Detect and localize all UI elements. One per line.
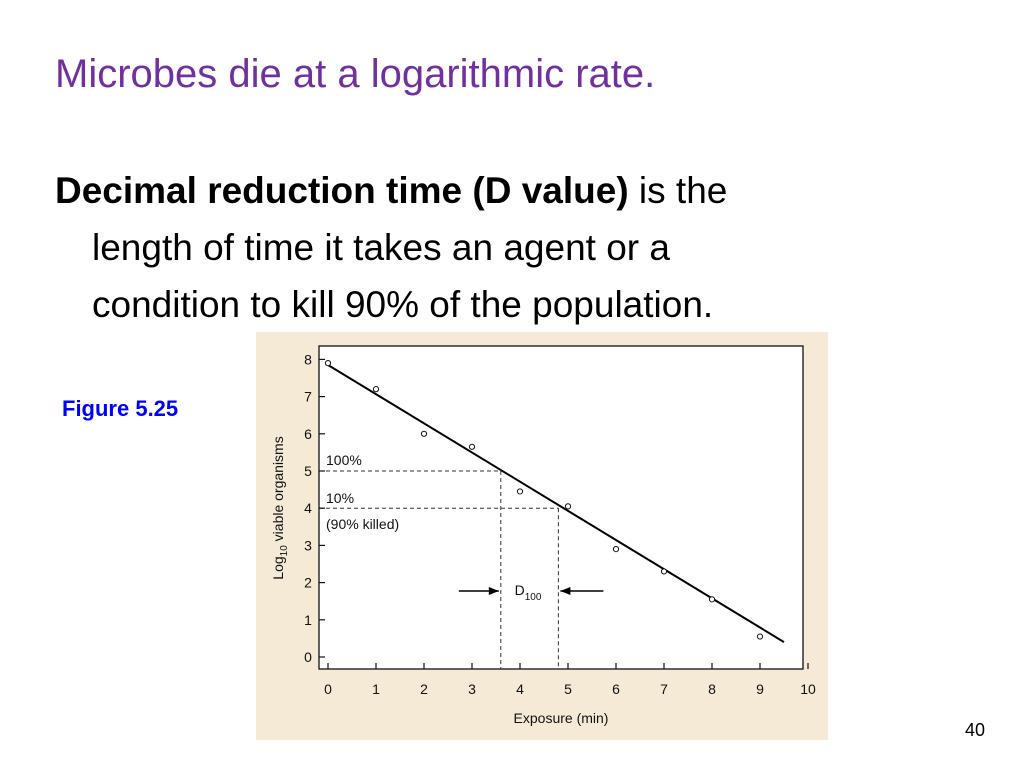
- x-tick-label: 2: [420, 681, 428, 697]
- d-value-label: D100: [515, 582, 542, 603]
- body-line-3: condition to kill 90% of the population.: [92, 284, 714, 325]
- y-tick-label: 7: [304, 389, 312, 405]
- data-point: [660, 568, 668, 575]
- body-line-1-rest: is the: [628, 170, 728, 211]
- label-90-killed: (90% killed): [326, 516, 399, 532]
- y-tick-label: 2: [304, 575, 312, 591]
- label-10-percent: 10%: [326, 490, 354, 506]
- y-tick-label: 0: [304, 649, 312, 665]
- y-axis-title: Log10 viable organisms: [270, 436, 290, 579]
- data-point: [516, 488, 524, 495]
- data-point: [372, 386, 380, 393]
- y-tick-label: 8: [304, 351, 312, 367]
- data-point: [420, 430, 428, 437]
- y-axis-title-rest: viable organisms: [270, 436, 286, 545]
- slide-title: Microbes die at a logarithmic rate.: [55, 52, 656, 96]
- d-arrow-right-head: [560, 587, 571, 595]
- x-tick-label: 6: [612, 681, 620, 697]
- fit-line: [327, 364, 785, 643]
- y-axis-title-main: Log: [270, 556, 286, 579]
- y-tick-label: 3: [304, 537, 312, 553]
- x-tick-label: 0: [324, 681, 332, 697]
- x-tick-label: 9: [756, 681, 764, 697]
- x-tick-label: 8: [708, 681, 716, 697]
- d-arrow-left-head: [488, 587, 499, 595]
- chart: 0 1 2 3 4 5 6 7 8 9 10 0 1 2 3 4 5 6 7 8 100% 10% (90% kil…: [270, 345, 816, 726]
- y-tick-label: 5: [304, 463, 312, 479]
- data-point: [612, 546, 620, 553]
- y-tick-label: 4: [304, 500, 312, 516]
- y-tick-label: 6: [304, 426, 312, 442]
- data-point: [564, 503, 572, 510]
- data-point: [324, 360, 332, 367]
- d-value-annotation: D100: [458, 582, 604, 603]
- x-tick-label: 10: [800, 681, 816, 697]
- data-point: [468, 443, 476, 450]
- x-tick-label: 3: [468, 681, 476, 697]
- body-line-2: length of time it takes an agent or a: [92, 227, 670, 268]
- x-axis-title: Exposure (min): [514, 710, 609, 726]
- x-tick-label: 4: [516, 681, 524, 697]
- body-line-1: Decimal reduction time (D value) is the: [55, 162, 955, 219]
- figure-label: Figure 5.25: [62, 396, 179, 421]
- body-text: Decimal reduction time (D value) is the …: [55, 162, 955, 333]
- d-value-label-main: D: [515, 582, 525, 598]
- term-d-value: Decimal reduction time (D value): [55, 170, 629, 211]
- y-tick-label: 1: [304, 612, 312, 628]
- x-tick-label: 5: [564, 681, 572, 697]
- slide-number: 40: [965, 720, 986, 740]
- data-point: [756, 633, 764, 640]
- chart-panel: 0 1 2 3 4 5 6 7 8 9 10 0 1 2 3 4 5 6 7 8 100% 10% (90% kil…: [256, 332, 828, 740]
- data-point: [708, 596, 716, 603]
- d-value-label-subscript: 100: [525, 592, 542, 603]
- label-100-percent: 100%: [326, 452, 362, 468]
- x-tick-label: 1: [372, 681, 380, 697]
- x-tick-label: 7: [660, 681, 668, 697]
- y-axis-title-subscript: 10: [279, 545, 290, 557]
